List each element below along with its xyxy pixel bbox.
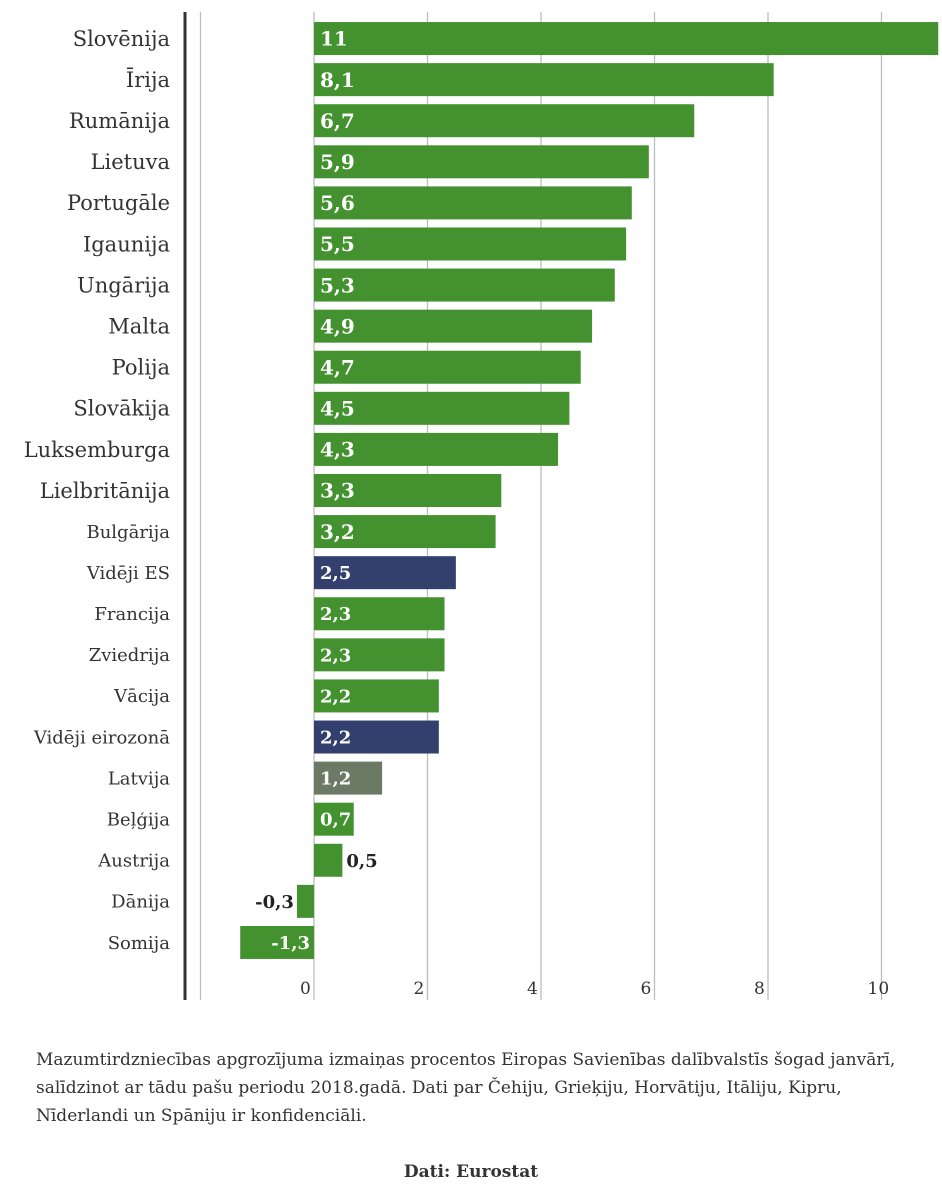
bar — [314, 843, 343, 877]
category-label: Austrija — [97, 851, 170, 872]
bar — [314, 761, 383, 795]
bar — [314, 638, 445, 672]
category-label: Īrija — [126, 68, 170, 92]
category-label: Zviedrija — [89, 645, 171, 666]
value-label: 0,7 — [320, 810, 351, 831]
value-label: 5,3 — [320, 273, 355, 297]
value-label: 1,2 — [320, 769, 351, 790]
category-label: Latvija — [108, 768, 170, 789]
value-label: 2,2 — [320, 728, 351, 749]
bar — [314, 145, 649, 179]
bar — [314, 720, 439, 754]
x-tick-label: 0 — [300, 979, 311, 999]
bar — [296, 884, 314, 918]
bar — [314, 63, 774, 97]
value-label: -1,3 — [271, 933, 310, 954]
x-tick-labels: 0 2 4 6 8 10 — [300, 979, 889, 999]
category-label: Slovākija — [73, 397, 170, 421]
value-label: 5,6 — [320, 191, 355, 215]
x-tick-label: 8 — [754, 979, 765, 999]
x-tick-label: 10 — [868, 979, 890, 999]
value-label: 8,1 — [320, 68, 355, 92]
value-label: 4,9 — [320, 314, 355, 338]
value-label: 4,5 — [320, 397, 355, 421]
bar — [314, 474, 502, 507]
category-label: Vidēji eirozonā — [33, 727, 170, 748]
value-label: 4,3 — [320, 438, 355, 462]
category-label: Dānija — [111, 892, 170, 913]
category-label: Luksemburga — [24, 438, 170, 462]
x-tick-label: 6 — [641, 979, 652, 999]
bar — [314, 309, 593, 343]
category-label: Slovēnija — [73, 27, 170, 51]
category-label: Rumānija — [69, 109, 170, 133]
bar — [314, 432, 559, 466]
value-label: 3,2 — [320, 520, 355, 544]
value-labels: 11 8,1 6,7 5,9 5,6 5,5 5,3 4,9 4,7 4,5 4,3 3,3 3,2 2,… — [255, 27, 378, 954]
category-label: Vidēji ES — [86, 563, 170, 584]
bars — [240, 22, 939, 959]
category-label: Ungārija — [77, 273, 170, 297]
bar-chart: Slovēnija Īrija Rumānija Lietuva Portugāle Ig… — [24, 12, 939, 1000]
value-label: 4,7 — [320, 355, 355, 379]
value-label: 3,3 — [320, 479, 355, 503]
bar — [314, 515, 496, 549]
bar — [314, 268, 615, 302]
x-tick-label: 4 — [527, 979, 538, 999]
value-label: 5,5 — [320, 232, 355, 256]
category-label: Francija — [94, 604, 170, 625]
category-label: Beļģija — [107, 809, 170, 830]
value-label: 2,3 — [320, 604, 351, 625]
value-label: 6,7 — [320, 109, 355, 133]
value-label: 2,5 — [320, 563, 351, 584]
value-label: 2,2 — [320, 686, 351, 707]
data-source: Dati: Eurostat — [403, 1162, 539, 1182]
category-label: Somija — [108, 933, 171, 954]
category-label: Bulgārija — [86, 522, 170, 543]
category-labels: Slovēnija Īrija Rumānija Lietuva Portugāle Ig… — [24, 27, 171, 954]
value-label: 0,5 — [346, 851, 377, 872]
bar — [240, 925, 314, 959]
category-label: Portugāle — [67, 191, 170, 215]
value-label: 2,3 — [320, 645, 351, 666]
category-label: Lielbritānija — [40, 479, 170, 503]
category-label: Igaunija — [83, 232, 170, 256]
bar — [314, 22, 939, 56]
category-label: Lietuva — [91, 150, 170, 174]
value-label: 5,9 — [320, 150, 355, 174]
category-label: Polija — [112, 356, 170, 380]
value-label: 11 — [320, 27, 348, 51]
bar — [314, 802, 354, 836]
chart-caption: Mazumtirdzniecības apgrozījuma izmaiņas … — [36, 1050, 896, 1126]
bar — [314, 391, 570, 425]
category-label: Vācija — [113, 686, 170, 707]
bar — [314, 227, 627, 261]
value-label: -0,3 — [255, 892, 294, 913]
x-tick-label: 2 — [414, 979, 425, 999]
bar — [314, 556, 456, 590]
bar — [314, 597, 445, 631]
category-label: Malta — [108, 315, 170, 339]
bar — [314, 104, 695, 138]
bar — [314, 186, 632, 220]
bar — [314, 679, 439, 713]
bar — [314, 350, 581, 384]
